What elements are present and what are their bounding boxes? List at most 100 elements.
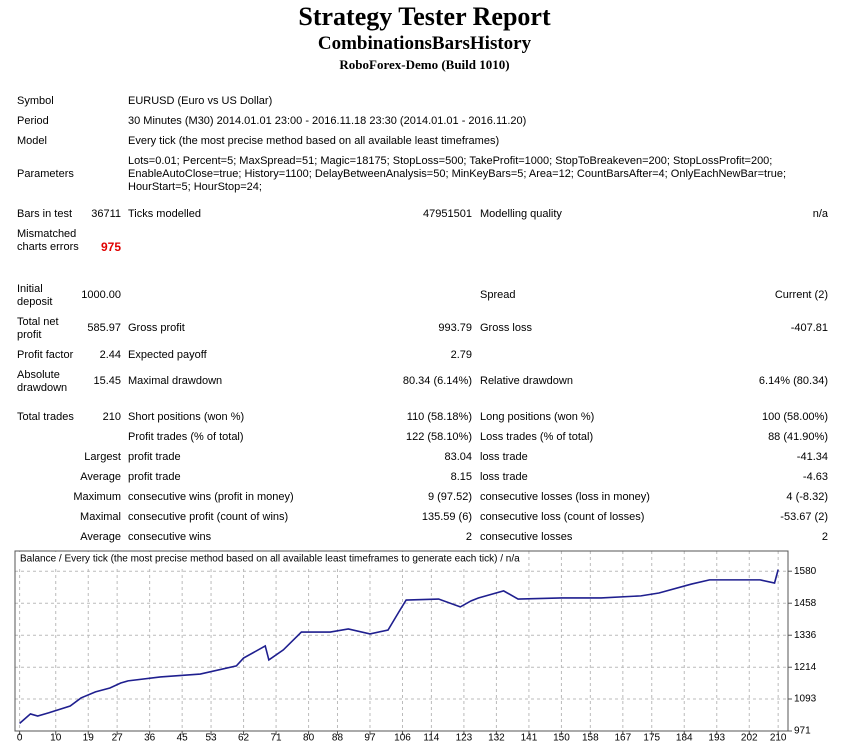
plot-frame xyxy=(14,550,789,732)
x-tick-label: 19 xyxy=(83,733,95,743)
x-tick-label: 10 xyxy=(50,733,62,743)
cell: Initial deposit xyxy=(17,283,53,308)
cell: 975 xyxy=(100,240,121,254)
cell: 80.34 (6.14%) xyxy=(402,375,472,387)
cell: 8.15 xyxy=(450,471,472,483)
cell: consecutive loss (count of losses) xyxy=(480,511,645,523)
x-tick-label: 150 xyxy=(553,733,570,743)
cell: Symbol xyxy=(17,95,54,107)
x-tick-label: 80 xyxy=(303,733,315,743)
cell: Relative drawdown xyxy=(480,375,573,387)
cell: 993.79 xyxy=(438,322,472,334)
cell: Parameters xyxy=(17,168,74,180)
cell: Average xyxy=(80,531,121,543)
x-tick-label: 202 xyxy=(741,733,758,743)
x-tick-label: 0 xyxy=(17,733,23,743)
cell: Bars in test xyxy=(17,208,73,220)
cell: -41.34 xyxy=(796,451,828,463)
cell: 210 xyxy=(102,411,121,423)
cell: profit trade xyxy=(128,451,181,463)
cell: 2.79 xyxy=(450,349,472,361)
cell: Average xyxy=(80,471,121,483)
cell: Every tick (the most precise method base… xyxy=(128,135,500,147)
x-tick-label: 62 xyxy=(238,733,250,743)
cell: 1000.00 xyxy=(81,289,121,301)
plot-border xyxy=(14,550,789,732)
x-tick-label: 97 xyxy=(364,733,376,743)
x-tick-label: 106 xyxy=(394,733,411,743)
y-tick-label: 1458 xyxy=(794,598,817,609)
cell: Total net profit xyxy=(17,316,59,341)
cell: Maximal drawdown xyxy=(128,375,223,387)
x-tick-label: 45 xyxy=(177,733,189,743)
cell: 4 (-8.32) xyxy=(786,491,828,503)
cell: Spread xyxy=(480,289,516,301)
cell: Long positions (won %) xyxy=(480,411,595,423)
cell: consecutive losses (loss in money) xyxy=(480,491,650,503)
x-tick-label: 88 xyxy=(332,733,344,743)
cell: Total trades xyxy=(17,411,74,423)
x-tick-label: 27 xyxy=(112,733,124,743)
cell: Maximal xyxy=(80,511,121,523)
cell: 83.04 xyxy=(444,451,472,463)
caption-bg xyxy=(16,552,524,566)
y-tick-label: 1580 xyxy=(794,566,817,577)
balance-chart: 971 1093 1214 1336 1458 1580 0 10 19 27 36 45 53 62 71… xyxy=(14,550,817,743)
x-tick-label: 167 xyxy=(614,733,631,743)
cell: Short positions (won %) xyxy=(128,411,245,423)
x-tick-label: 193 xyxy=(708,733,725,743)
chart-title: Balance / Every tick (the most precise m… xyxy=(20,554,520,565)
cell: Period xyxy=(17,115,49,127)
cell: 110 (58.18%) xyxy=(406,411,472,423)
cell: Expected payoff xyxy=(128,349,207,361)
cell: 47951501 xyxy=(423,208,472,220)
y-tick-label: 1336 xyxy=(794,630,817,641)
cell: Profit factor xyxy=(17,349,74,361)
cell: Absolute drawdown xyxy=(17,369,68,394)
cell: loss trade xyxy=(480,471,528,483)
cell: 30 Minutes (M30) 2014.01.01 23:00 - 2016… xyxy=(128,115,527,127)
cell: profit trade xyxy=(128,471,181,483)
cell: Largest xyxy=(84,451,121,463)
cell: -53.67 (2) xyxy=(780,511,828,523)
balance-line xyxy=(19,569,779,724)
cell: 15.45 xyxy=(93,375,121,387)
cell: EnableAutoClose=true; History=1100; Dela… xyxy=(128,168,787,180)
x-tick-label: 158 xyxy=(582,733,599,743)
cell: loss trade xyxy=(480,451,528,463)
cell: 2.44 xyxy=(99,349,121,361)
cell: 88 (41.90%) xyxy=(768,431,828,443)
cell: Model xyxy=(17,135,47,147)
y-tick-label: 971 xyxy=(794,726,811,737)
cell: 9 (97.52) xyxy=(427,491,472,503)
cell: 36711 xyxy=(91,208,121,220)
x-tick-label: 141 xyxy=(521,733,538,743)
cell: 122 (58.10%) xyxy=(405,431,472,443)
x-tick-label: 71 xyxy=(271,733,283,743)
x-tick-label: 36 xyxy=(144,733,156,743)
cell: Loss trades (% of total) xyxy=(480,431,594,443)
x-tick-label: 53 xyxy=(205,733,217,743)
cell: consecutive losses xyxy=(480,531,573,543)
cell: -407.81 xyxy=(790,322,828,334)
x-tick-label: 132 xyxy=(488,733,505,743)
cell: 2 xyxy=(465,531,472,543)
y-tick-label: 1214 xyxy=(794,662,817,673)
cell: Gross profit xyxy=(128,322,185,334)
cell: 6.14% (80.34) xyxy=(758,375,828,387)
cell: Lots=0.01; Percent=5; MaxSpread=51; Magi… xyxy=(128,155,773,167)
cell: HourStart=5; HourStop=24; xyxy=(128,181,262,193)
x-tick-label: 123 xyxy=(456,733,473,743)
subtitle: CombinationsBarsHistory xyxy=(317,33,532,54)
cell: consecutive profit (count of wins) xyxy=(128,511,289,523)
cell: EURUSD (Euro vs US Dollar) xyxy=(128,95,273,107)
cell: Gross loss xyxy=(480,322,532,334)
x-tick-label: 210 xyxy=(770,733,787,743)
cell: Current (2) xyxy=(774,289,828,301)
cell: consecutive wins xyxy=(128,531,212,543)
x-tick-label: 175 xyxy=(643,733,660,743)
cell: 135.59 (6) xyxy=(421,511,472,523)
cell: Mismatched charts errors xyxy=(17,228,79,253)
cell: 2 xyxy=(821,531,828,543)
